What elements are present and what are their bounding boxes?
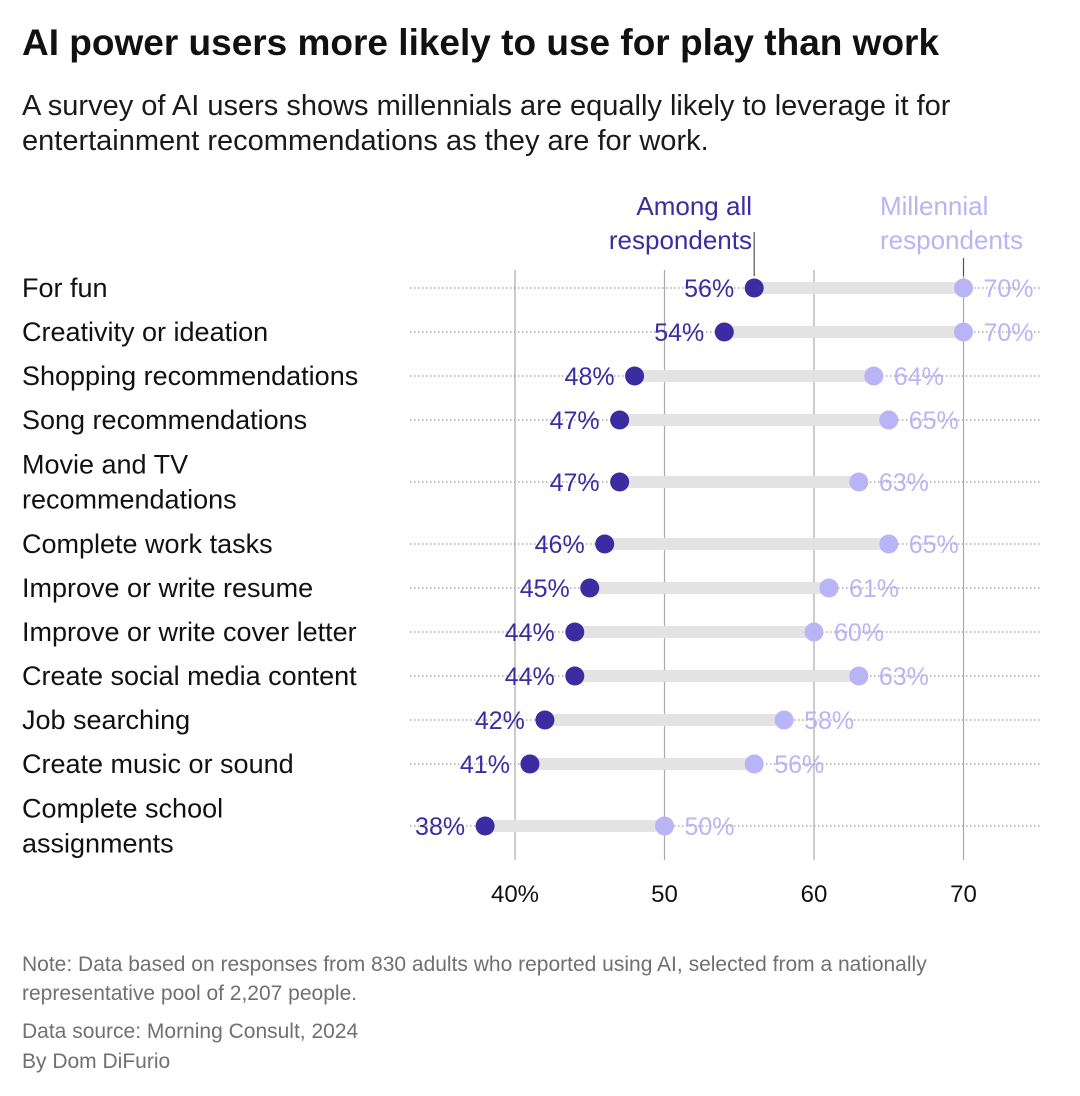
all-respondents-dot — [475, 816, 495, 836]
all-respondents-value-label: 38% — [415, 813, 465, 841]
category-label: Create social media content — [22, 661, 357, 691]
millennial-dot — [864, 366, 884, 386]
millennial-value-label: 56% — [774, 751, 824, 779]
chart-title: AI power users more likely to use for pl… — [22, 22, 940, 63]
chart-subtitle: A survey of AI users shows millennials a… — [22, 90, 951, 157]
millennial-dot — [954, 278, 973, 298]
all-respondents-legend-label: respondents — [609, 225, 752, 255]
millennial-value-label: 63% — [879, 469, 929, 497]
millennial-dot — [879, 410, 899, 430]
category-label: Movie and TV — [22, 450, 188, 480]
category-label: Improve or write cover letter — [22, 617, 357, 647]
all-respondents-dot — [744, 278, 764, 298]
all-respondents-dot — [565, 666, 585, 686]
all-respondents-dot — [714, 322, 734, 342]
millennial-dot — [774, 710, 794, 730]
all-respondents-value-label: 56% — [684, 275, 734, 303]
millennial-dot — [655, 816, 674, 836]
chart-credits: Data source: Morning Consult, 2024 By Do… — [22, 1017, 358, 1077]
millennial-value-label: 70% — [984, 275, 1034, 303]
category-label: Shopping recommendations — [22, 361, 358, 391]
millennial-dot — [819, 578, 839, 598]
millennial-dot — [954, 322, 973, 342]
category-label: Job searching — [22, 705, 190, 735]
all-respondents-value-label: 42% — [475, 707, 525, 735]
category-label: Create music or sound — [22, 749, 294, 779]
x-tick-label: 40% — [491, 881, 539, 908]
millennial-value-label: 60% — [834, 619, 884, 647]
data-source: Data source: Morning Consult, 2024 — [22, 1020, 359, 1043]
all-respondents-value-label: 54% — [654, 319, 704, 347]
all-respondents-dot — [610, 410, 630, 430]
x-tick-label: 70 — [950, 881, 977, 908]
x-tick-label: 50 — [651, 881, 678, 908]
all-respondents-value-label: 44% — [505, 663, 555, 691]
millennial-dot — [804, 622, 824, 642]
millennial-value-label: 63% — [879, 663, 929, 691]
category-label: assignments — [22, 829, 174, 859]
category-label: Song recommendations — [22, 405, 307, 435]
all-respondents-value-label: 48% — [565, 363, 615, 391]
millennial-value-label: 65% — [909, 531, 959, 559]
category-label: Complete work tasks — [22, 529, 273, 559]
category-label: Creativity or ideation — [22, 317, 268, 347]
byline: By Dom DiFurio — [22, 1050, 171, 1073]
millennial-value-label: 70% — [984, 319, 1034, 347]
millennial-legend-label: Millennial — [880, 191, 988, 221]
all-respondents-dot — [625, 366, 645, 386]
millennial-value-label: 65% — [909, 407, 959, 435]
millennial-legend-label: respondents — [880, 225, 1023, 255]
millennial-dot — [849, 666, 869, 686]
all-respondents-value-label: 47% — [550, 407, 600, 435]
category-label: recommendations — [22, 485, 237, 515]
millennial-value-label: 50% — [685, 813, 735, 841]
dot-range-chart: 40% 50 60 70 For fun 70% 56% Creativity or idea… — [22, 191, 1040, 908]
all-respondents-dot — [565, 622, 585, 642]
category-label: For fun — [22, 273, 108, 303]
millennial-value-label: 64% — [894, 363, 944, 391]
millennial-dot — [744, 754, 764, 774]
millennial-dot — [879, 534, 899, 554]
all-respondents-dot — [520, 754, 540, 774]
all-respondents-value-label: 45% — [520, 575, 570, 603]
all-respondents-value-label: 47% — [550, 469, 600, 497]
all-respondents-dot — [580, 578, 600, 598]
all-respondents-legend-label: Among all — [636, 191, 752, 221]
category-label: Complete school — [22, 794, 223, 824]
all-respondents-value-label: 46% — [535, 531, 585, 559]
all-respondents-value-label: 41% — [460, 751, 510, 779]
all-respondents-dot — [610, 472, 630, 492]
all-respondents-value-label: 44% — [505, 619, 555, 647]
all-respondents-dot — [535, 710, 555, 730]
x-tick-label: 60 — [801, 881, 828, 908]
chart-note: Note: Data based on responses from 830 a… — [22, 953, 927, 1005]
category-label: Improve or write resume — [22, 573, 313, 603]
millennial-value-label: 61% — [849, 575, 899, 603]
millennial-dot — [849, 472, 869, 492]
millennial-value-label: 58% — [804, 707, 854, 735]
all-respondents-dot — [595, 534, 615, 554]
